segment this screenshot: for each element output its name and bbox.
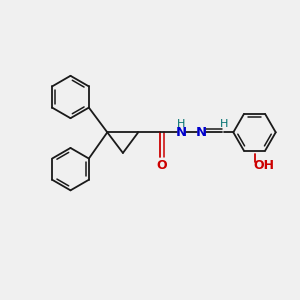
Text: H: H <box>220 119 228 129</box>
Text: OH: OH <box>254 159 274 172</box>
Text: O: O <box>156 159 166 172</box>
Text: N: N <box>176 126 187 139</box>
Text: N: N <box>196 126 207 139</box>
Text: H: H <box>177 119 185 129</box>
